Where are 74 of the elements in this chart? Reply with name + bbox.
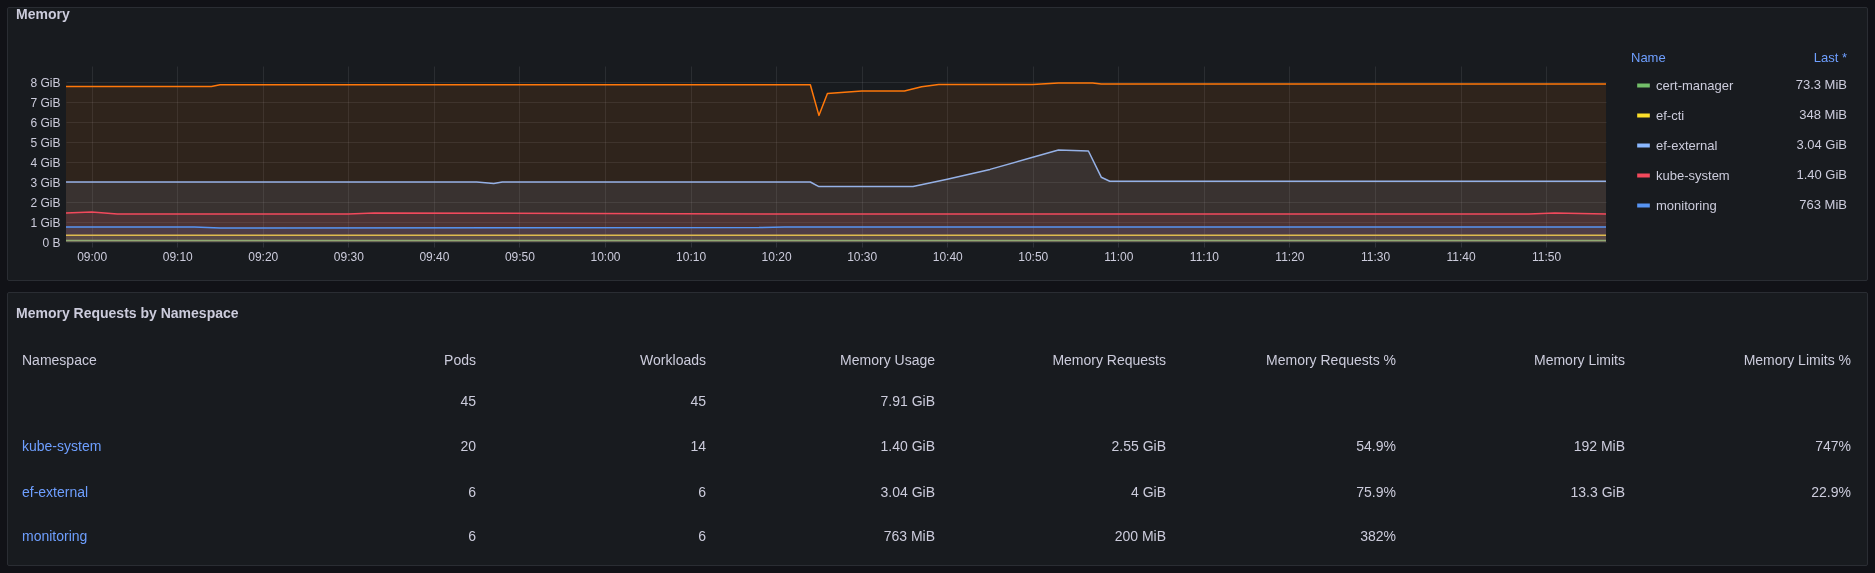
- text: 6: [698, 484, 706, 500]
- x-tick-label: 11:50: [1532, 249, 1562, 264]
- x-tick-label: 10:40: [932, 249, 964, 264]
- text: 2.55 GiB: [1111, 438, 1166, 454]
- text: 747%: [1815, 438, 1851, 454]
- y-tick-label: 6 GiB: [30, 115, 61, 130]
- x-tick-label: 09:30: [333, 249, 365, 264]
- y-tick-label: 7 GiB: [30, 95, 61, 110]
- text: 7.91 GiB: [880, 393, 935, 409]
- category-label: kube-system: [22, 438, 102, 454]
- x-tick-label: 10:50: [1018, 249, 1049, 264]
- chart-title: Memory: [16, 6, 70, 22]
- x-tick-label: 09:20: [248, 249, 279, 264]
- category-label: Pods: [444, 352, 476, 368]
- text: 348 MiB: [1799, 107, 1847, 122]
- x-tick-label: 10:00: [590, 249, 621, 264]
- x-tick-label: 09:50: [504, 249, 536, 264]
- legend-label: ef-cti: [1656, 107, 1685, 123]
- text: 200 MiB: [1114, 528, 1166, 544]
- legend-label: kube-system: [1656, 167, 1730, 183]
- text: 3.04 GiB: [1796, 137, 1847, 152]
- x-tick-label: 11:30: [1360, 249, 1391, 264]
- text: 45: [460, 393, 476, 409]
- y-tick-label: 5 GiB: [30, 135, 61, 150]
- x-tick-label: 10:10: [676, 249, 707, 264]
- legend-label: monitoring: [1656, 197, 1717, 213]
- text: 763 MiB: [1799, 197, 1847, 212]
- legend-label: cert-manager: [1656, 77, 1734, 93]
- text: 1.40 GiB: [1796, 167, 1847, 182]
- x-tick-label: 10:30: [847, 249, 878, 264]
- y-tick-label: 2 GiB: [30, 195, 61, 210]
- category-label: Memory Usage: [840, 352, 936, 368]
- category-label: ef-external: [22, 484, 89, 500]
- text: 192 MiB: [1573, 438, 1625, 454]
- category-label: Memory Requests: [1052, 352, 1166, 368]
- text: 382%: [1360, 528, 1396, 544]
- category-label: monitoring: [22, 528, 88, 544]
- text: 45: [690, 393, 706, 409]
- legend-label: ef-external: [1656, 137, 1718, 153]
- y-tick-label: 3 GiB: [30, 175, 61, 190]
- text: 20: [460, 438, 476, 454]
- category-label: Memory Requests %: [1266, 352, 1396, 368]
- text: 22.9%: [1811, 484, 1851, 500]
- y-tick-label: 8 GiB: [30, 75, 61, 90]
- x-tick-label: 10:20: [761, 249, 792, 264]
- x-tick-label: 11:10: [1189, 249, 1220, 264]
- x-tick-label: 11:40: [1446, 249, 1476, 264]
- text: 6: [468, 528, 476, 544]
- text: 1.40 GiB: [880, 438, 935, 454]
- y-tick-label: 4 GiB: [30, 155, 61, 170]
- x-tick-label: 11:00: [1104, 249, 1134, 264]
- text: 6: [468, 484, 476, 500]
- text: 13.3 GiB: [1570, 484, 1625, 500]
- category-label: Memory Limits %: [1743, 352, 1851, 368]
- x-tick-label: 09:40: [419, 249, 450, 264]
- x-tick-label: 09:10: [162, 249, 194, 264]
- text: Last *: [1813, 49, 1847, 65]
- text: 73.3 MiB: [1795, 77, 1847, 92]
- text: 14: [690, 438, 706, 454]
- text: 75.9%: [1356, 484, 1396, 500]
- category-label: Namespace: [22, 352, 97, 368]
- category-label: Memory Limits: [1533, 352, 1625, 368]
- legend-title: Name: [1631, 50, 1666, 65]
- text: Memory Requests by Namespace: [16, 305, 239, 321]
- text: 6: [698, 528, 706, 544]
- x-tick-label: 11:20: [1275, 249, 1305, 264]
- x-tick-label: 09:00: [77, 249, 108, 264]
- y-tick-label: 0 B: [42, 235, 61, 250]
- text: 4 GiB: [1130, 484, 1166, 500]
- y-tick-label: 1 GiB: [30, 215, 61, 230]
- text: 3.04 GiB: [880, 484, 935, 500]
- category-label: Workloads: [640, 352, 706, 368]
- text: 54.9%: [1356, 438, 1396, 454]
- text: 763 MiB: [883, 528, 935, 544]
